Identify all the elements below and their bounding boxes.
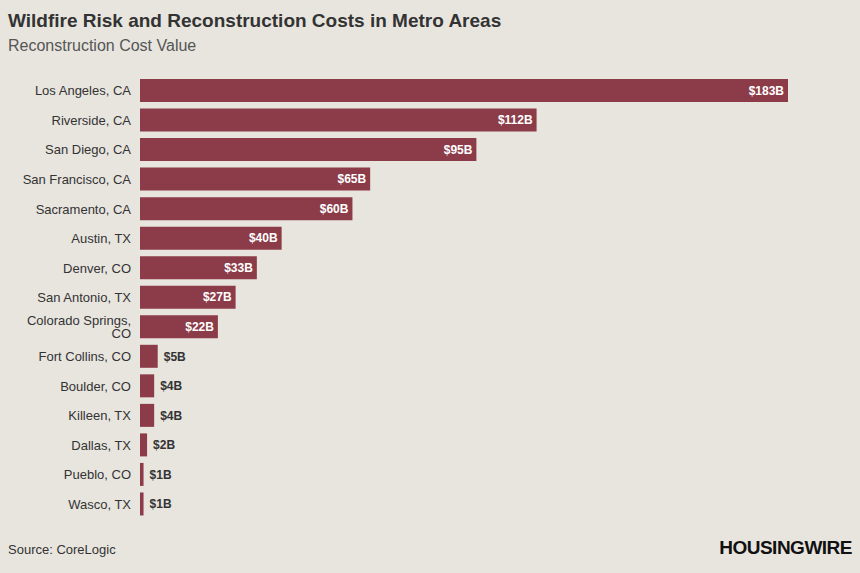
svg-text:San Antonio, TX: San Antonio, TX — [37, 290, 131, 305]
svg-text:$27B: $27B — [203, 290, 232, 304]
svg-text:$40B: $40B — [249, 231, 278, 245]
svg-text:$65B: $65B — [337, 172, 366, 186]
html-text:HOUSINGWIRE: HOUSINGWIRE — [719, 537, 852, 558]
svg-text:Boulder, CO: Boulder, CO — [60, 379, 131, 394]
html-text:Source: CoreLogic: Source: CoreLogic — [8, 542, 116, 557]
svg-text:Los Angeles, CA: Los Angeles, CA — [35, 83, 131, 98]
html-text:Reconstruction Cost Value: Reconstruction Cost Value — [8, 37, 197, 54]
svg-text:Denver, CO: Denver, CO — [63, 261, 131, 276]
svg-text:$22B: $22B — [185, 320, 214, 334]
svg-text:Sacramento, CA: Sacramento, CA — [36, 202, 132, 217]
svg-text:$60B: $60B — [320, 202, 349, 216]
svg-text:San Francisco, CA: San Francisco, CA — [23, 172, 132, 187]
svg-text:$1B: $1B — [150, 497, 172, 511]
svg-text:$112B: $112B — [498, 113, 533, 127]
svg-text:Riverside, CA: Riverside, CA — [52, 113, 132, 128]
svg-text:$2B: $2B — [153, 438, 175, 452]
svg-text:Wasco, TX: Wasco, TX — [68, 497, 131, 512]
svg-text:Dallas, TX: Dallas, TX — [71, 438, 131, 453]
svg-text:Fort Collins, CO: Fort Collins, CO — [39, 349, 131, 364]
html-text:Wildfire Risk and Reconstructi: Wildfire Risk and Reconstruction Costs i… — [8, 10, 502, 31]
svg-text:$4B: $4B — [160, 409, 182, 423]
svg-text:$183B: $183B — [749, 84, 785, 98]
svg-text:Killeen, TX: Killeen, TX — [68, 408, 131, 423]
svg-text:San Diego, CA: San Diego, CA — [45, 142, 131, 157]
svg-text:$5B: $5B — [164, 350, 186, 364]
svg-text:$33B: $33B — [224, 261, 253, 275]
svg-text:Austin, TX: Austin, TX — [71, 231, 131, 246]
svg-text:$4B: $4B — [160, 379, 182, 393]
svg-text:Pueblo, CO: Pueblo, CO — [64, 467, 131, 482]
svg-text:Colorado Springs,CO: Colorado Springs,CO — [27, 313, 131, 341]
svg-text:$95B: $95B — [444, 143, 473, 157]
svg-text:$1B: $1B — [150, 468, 172, 482]
